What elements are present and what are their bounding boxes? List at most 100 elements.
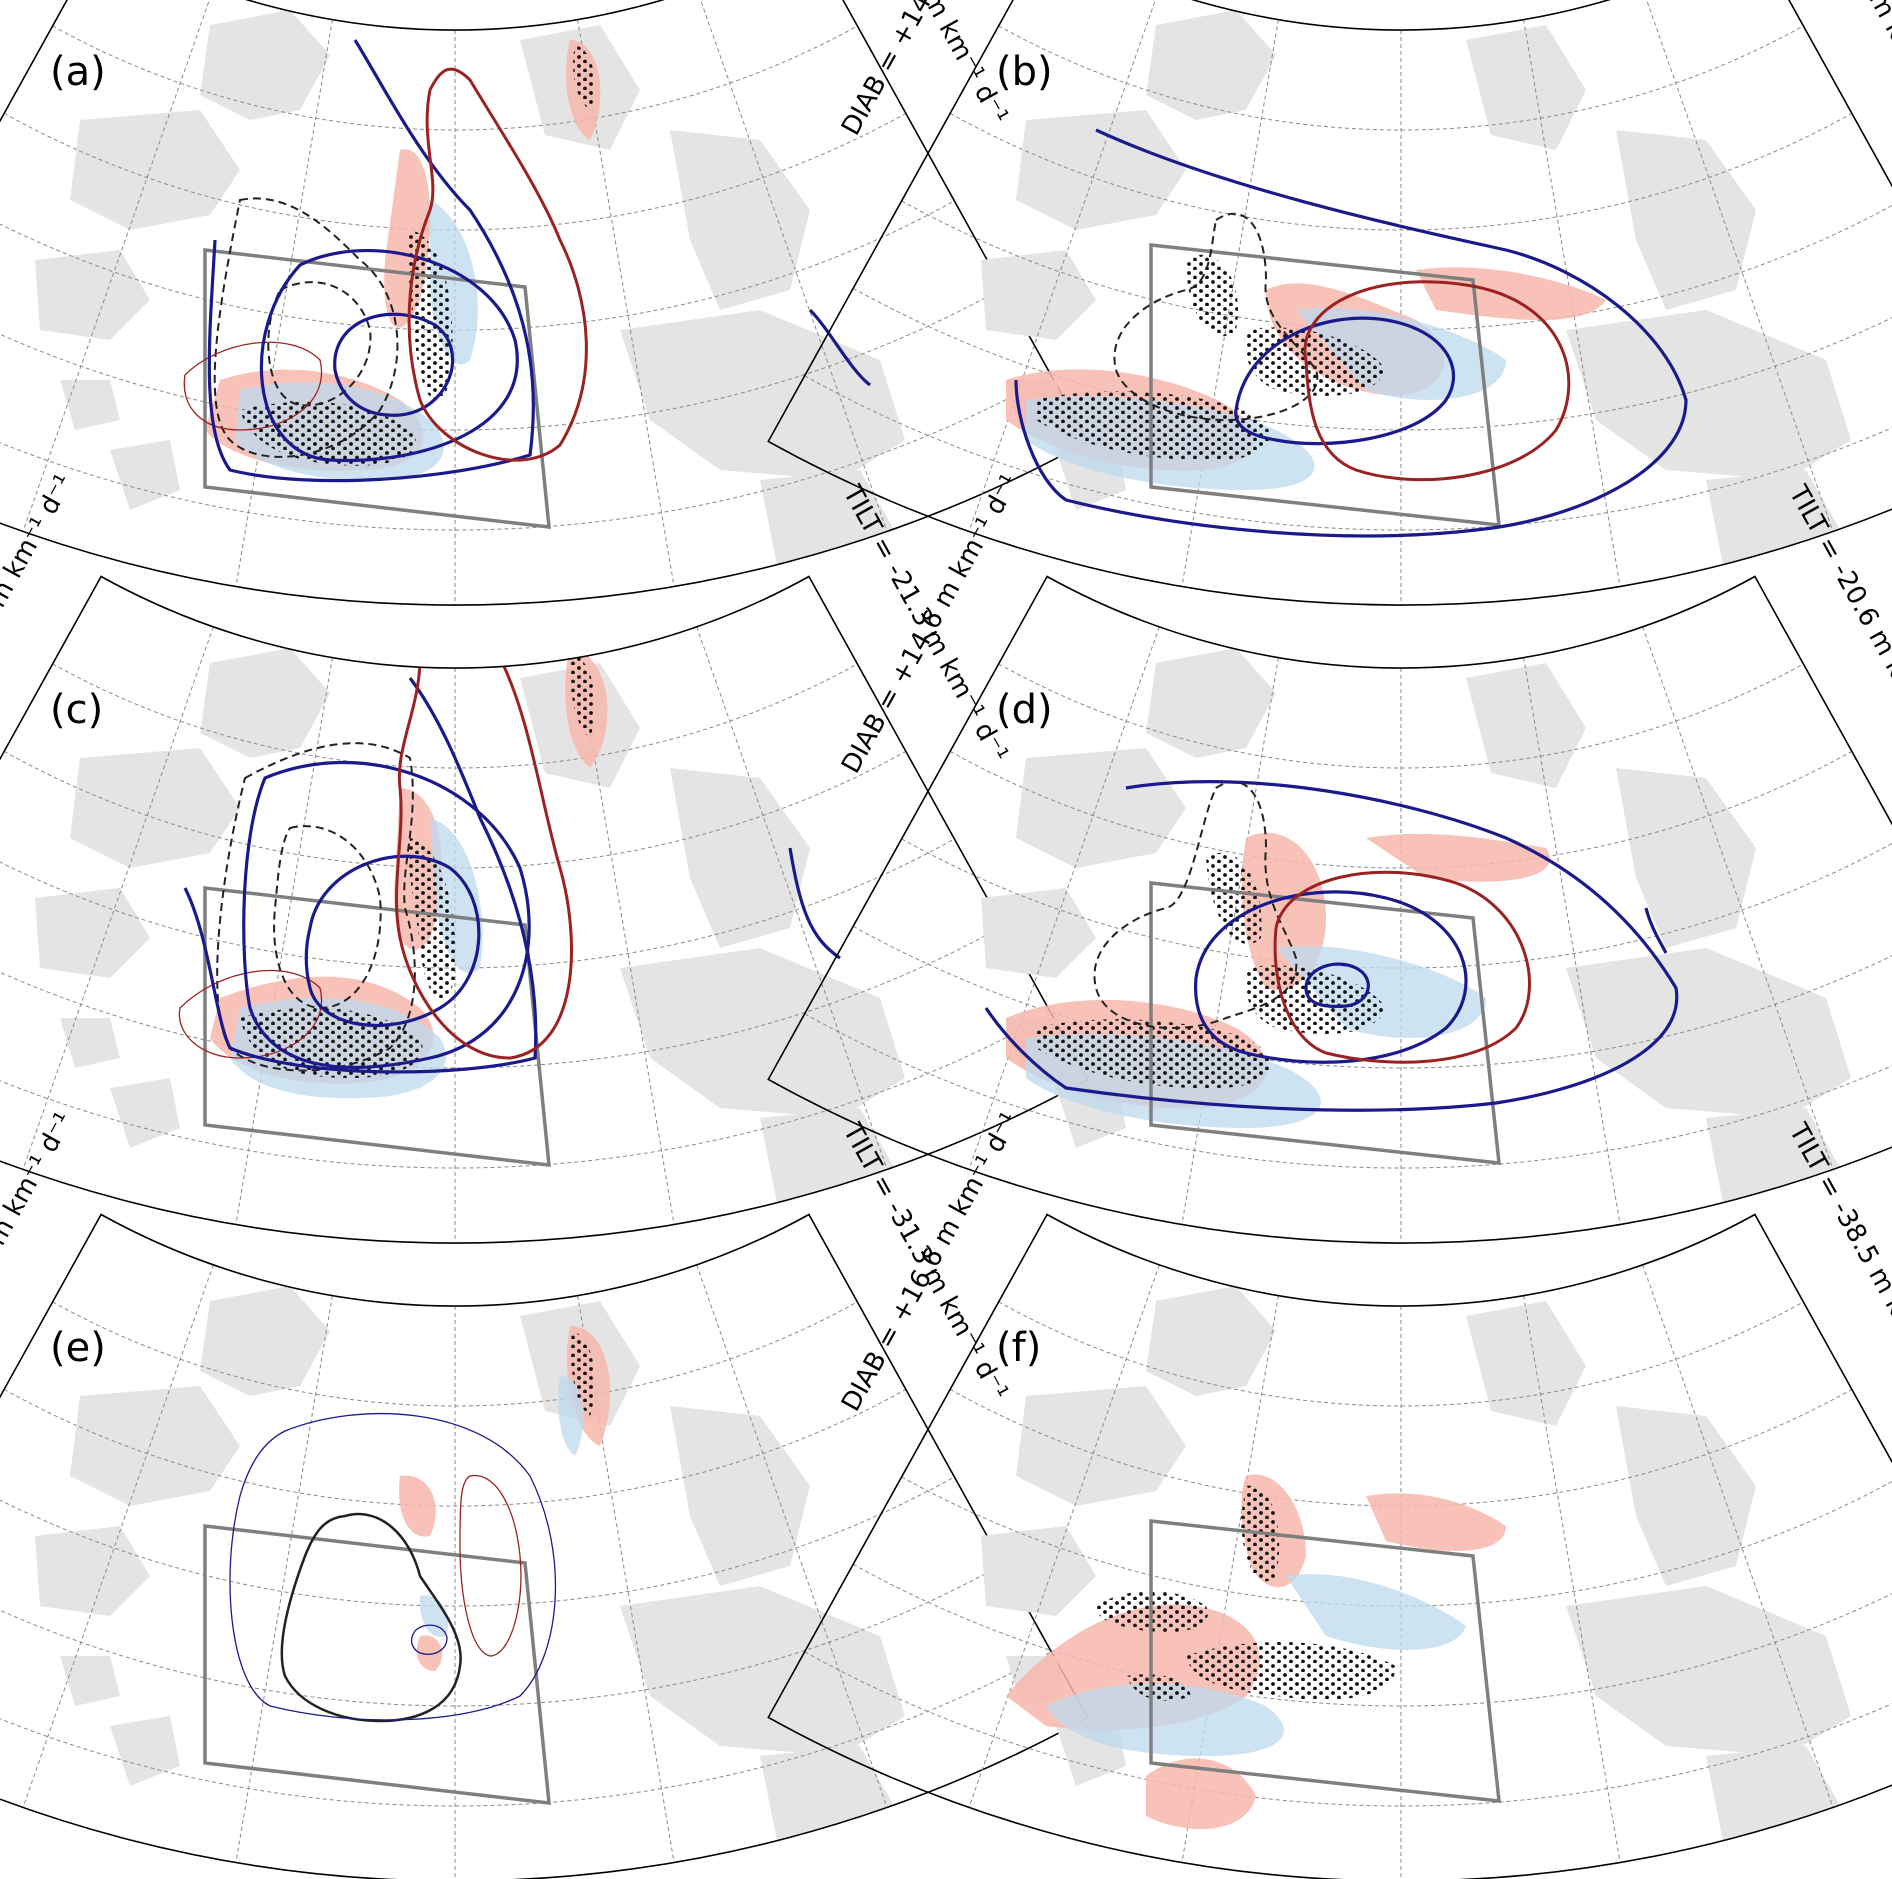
red-contour — [407, 67, 588, 462]
shading-positive — [416, 1635, 443, 1671]
meridian-line — [1642, 1264, 1834, 1808]
land-mass — [200, 10, 330, 120]
map-area-f — [804, 1264, 1892, 1879]
red-thin-contour — [183, 341, 323, 431]
shading-positive — [399, 1475, 436, 1537]
map-frame-a — [0, 0, 1089, 606]
black-solid-contour — [280, 1512, 462, 1723]
analysis-box — [1149, 881, 1501, 1165]
blue-contour — [1234, 316, 1456, 446]
blue-contour — [1193, 890, 1468, 1064]
meridian-line — [1642, 626, 1834, 1170]
land-mass — [1016, 110, 1186, 230]
stippling — [1244, 327, 1386, 396]
stippling — [569, 653, 595, 738]
land-mass — [60, 380, 120, 430]
red-thin-contour — [459, 1474, 522, 1657]
latitude-line — [949, 750, 1853, 869]
shading-positive — [1366, 833, 1550, 882]
land-mass — [1016, 748, 1186, 868]
panel-d: (d)DIAB = +14.6 m km⁻¹ d⁻¹ TILT = -20.6 m… — [767, 470, 1892, 1244]
land-mass — [620, 948, 905, 1118]
map-frame-c — [0, 575, 1089, 1244]
blue-contour — [333, 312, 455, 417]
meridian-line — [1523, 657, 1621, 1225]
land-mass — [110, 1078, 180, 1148]
meridian-line — [696, 626, 888, 1170]
blue-contour — [1014, 128, 1688, 538]
meridian-line — [577, 1295, 675, 1863]
land-mass — [1616, 1406, 1756, 1586]
land-mass — [1566, 1586, 1851, 1756]
stippling — [1206, 852, 1262, 945]
meridian-line — [696, 0, 888, 532]
land-mass — [35, 250, 150, 340]
land-mass — [1146, 648, 1276, 758]
map-area-e — [0, 1264, 1052, 1879]
land-mass — [1616, 130, 1756, 310]
land-mass — [1616, 768, 1756, 948]
meridian-line — [1523, 1295, 1621, 1863]
land-mass — [1566, 948, 1851, 1118]
meridian-line — [22, 626, 214, 1170]
land-mass — [35, 888, 150, 978]
stippling — [570, 1331, 595, 1416]
shading-negative — [1286, 1574, 1466, 1650]
land-mass — [620, 1586, 905, 1756]
meridian-line — [1642, 0, 1834, 532]
land-mass — [1146, 10, 1276, 120]
black-dashed-contour — [1093, 780, 1298, 1029]
land-mass — [1466, 25, 1586, 150]
shading-positive — [1366, 1493, 1506, 1551]
blue-contour — [259, 249, 519, 463]
meridian-line — [968, 0, 1160, 532]
land-mass — [110, 440, 180, 510]
meridian-line — [22, 1264, 214, 1808]
panel-label-c: (c) — [50, 687, 103, 733]
blue-contour — [207, 39, 535, 483]
stippling — [1036, 391, 1270, 461]
panel-label-d: (d) — [996, 687, 1053, 733]
analysis-box — [203, 886, 551, 1167]
analysis-box — [203, 248, 551, 529]
land-mass — [70, 110, 240, 230]
land-mass — [670, 768, 810, 948]
map-frame-e — [0, 1213, 1089, 1879]
shading-positive — [1146, 1758, 1256, 1830]
land-mass — [35, 1526, 150, 1616]
blue-contour — [1644, 907, 1668, 954]
blue-contour — [788, 847, 841, 960]
panel-label-b: (b) — [996, 49, 1053, 95]
map-frame-f — [767, 1213, 1892, 1879]
stippling — [1244, 965, 1386, 1034]
black-dashed-contour — [216, 742, 416, 1072]
shading-negative — [1276, 946, 1486, 1038]
panel-label-f: (f) — [996, 1325, 1041, 1371]
map-area-d — [804, 626, 1892, 1243]
land-mass — [70, 1386, 240, 1506]
land-mass — [670, 1406, 810, 1586]
stippling — [1126, 1674, 1191, 1701]
land-mass — [981, 1526, 1096, 1616]
shading-negative — [558, 1376, 584, 1456]
tilt-label-b: TILT = -28.4 m km⁻¹ d⁻¹ — [1782, 0, 1892, 129]
blue-contour — [808, 308, 871, 387]
panel-label-e: (e) — [50, 1325, 106, 1371]
analysis-box — [203, 1524, 551, 1805]
land-mass — [200, 1286, 330, 1396]
blue-contour — [183, 677, 538, 1074]
land-mass — [110, 1716, 180, 1786]
latitude-line — [0, 1476, 955, 1607]
meridian-line — [968, 1264, 1160, 1808]
red-contour — [1303, 280, 1571, 482]
stippling — [1186, 254, 1238, 337]
black-dashed-contour — [267, 281, 372, 407]
land-mass — [981, 250, 1096, 340]
stippling — [1186, 1642, 1396, 1700]
shading-negative — [1046, 1683, 1284, 1756]
land-mass — [1016, 1386, 1186, 1506]
map-frame-b — [767, 0, 1892, 606]
